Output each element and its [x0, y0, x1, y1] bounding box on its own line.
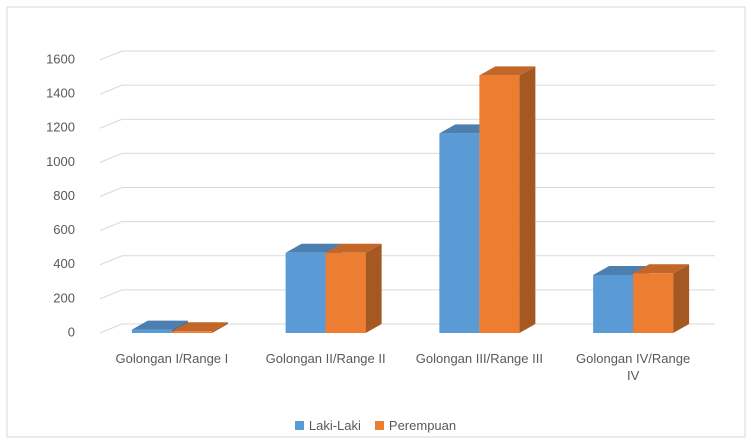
x-tick-label: Golongan III/Range III [415, 351, 543, 366]
y-tick-label: 1600 [46, 51, 75, 66]
legend-label: Perempuan [388, 418, 457, 433]
bar [633, 264, 690, 333]
x-tick-label: Golongan IV/Range IV [576, 351, 691, 383]
bar-top [325, 243, 382, 253]
y-tick-label: 1400 [46, 86, 75, 101]
bar-top [633, 264, 690, 274]
bar-side [673, 264, 690, 333]
bar-side [211, 322, 228, 333]
bar [171, 322, 228, 333]
bar-side [519, 66, 536, 333]
bar-front [325, 252, 366, 333]
legend-item: Laki-Laki [294, 418, 361, 433]
x-tick-label: Golongan I/Range I [115, 351, 229, 366]
bar-front [439, 133, 480, 333]
legend-label: Laki-Laki [308, 418, 361, 433]
legend-swatch [294, 421, 304, 430]
bar-front [633, 273, 674, 333]
x-tick-label: Golongan II/Range II [265, 351, 386, 366]
bar-top [479, 66, 536, 76]
y-tick-label: 800 [53, 188, 75, 203]
bar-front [285, 252, 326, 333]
bar-front [171, 331, 212, 333]
y-tick-label: 0 [68, 324, 75, 339]
bar-front [131, 329, 172, 333]
bar-side [365, 243, 382, 333]
y-tick-label: 600 [53, 222, 75, 237]
bar-front [593, 274, 634, 333]
bar-top [285, 243, 342, 253]
y-tick-label: 1200 [46, 120, 75, 135]
legend-swatch [374, 421, 384, 430]
bar [325, 243, 382, 333]
bar [479, 66, 536, 333]
legend: Laki-Laki Perempuan [0, 418, 751, 433]
legend-item: Perempuan [374, 418, 457, 433]
y-tick-label: 400 [53, 256, 75, 271]
y-tick-label: 200 [53, 290, 75, 305]
bar-top [131, 320, 188, 330]
y-tick-label: 1000 [46, 154, 75, 169]
grid-line [99, 50, 715, 61]
bar-front [479, 75, 520, 333]
bar-top [171, 322, 228, 332]
